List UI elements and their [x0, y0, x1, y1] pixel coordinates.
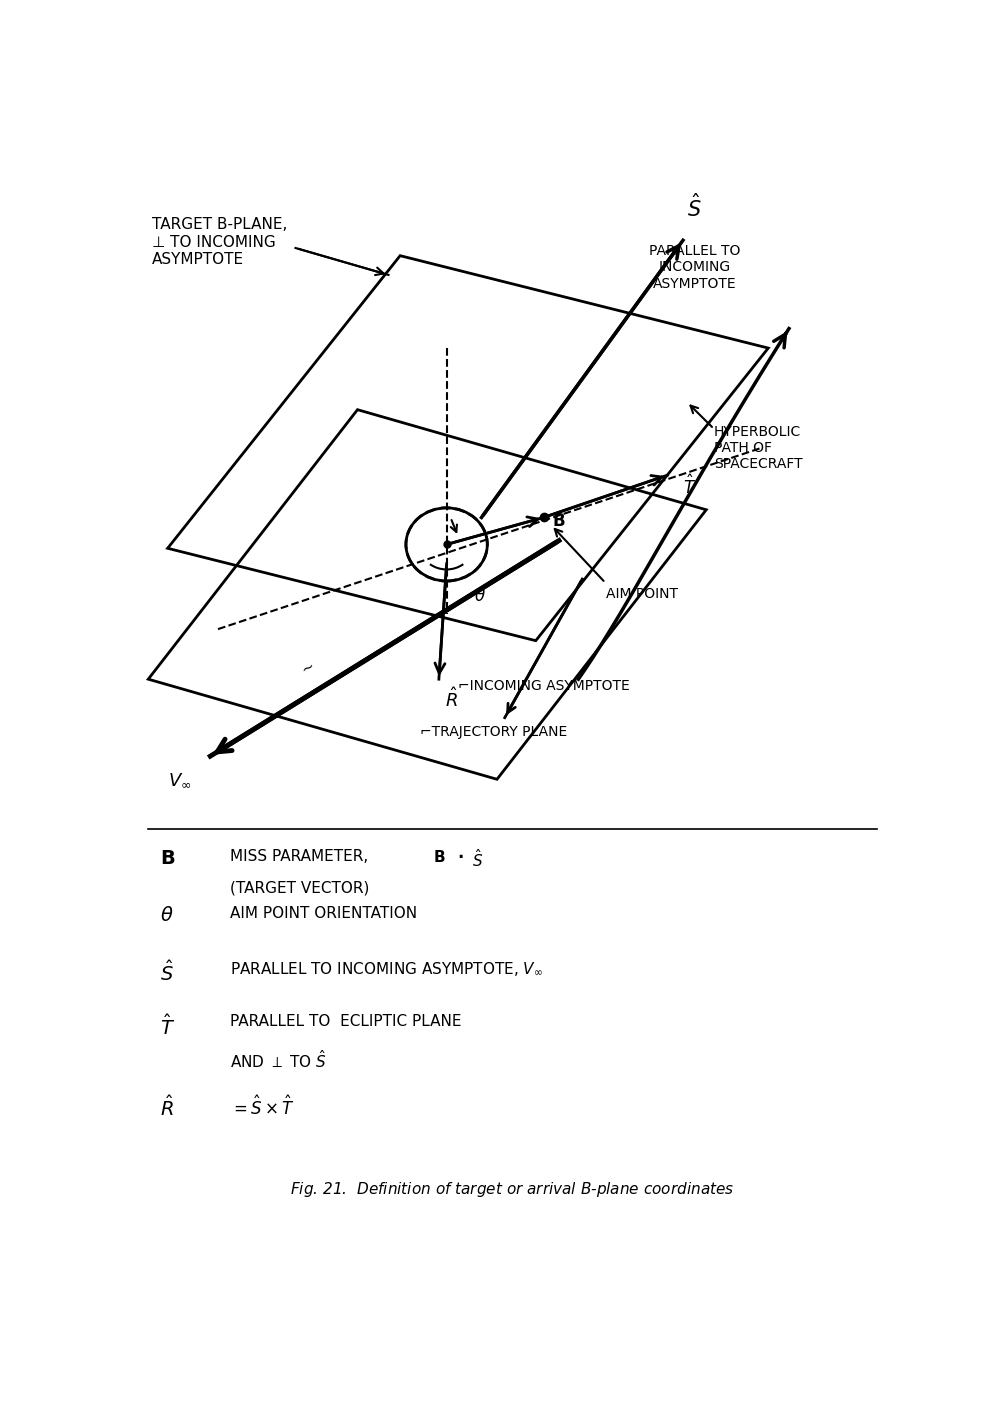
Text: $\mathbf{\cdot}$: $\mathbf{\cdot}$: [457, 846, 463, 864]
Text: AIM POINT: AIM POINT: [606, 587, 678, 600]
Text: $\hat{T}$: $\hat{T}$: [160, 1014, 175, 1039]
Text: B: B: [553, 513, 565, 531]
Text: $\hat{S}$: $\hat{S}$: [687, 193, 702, 222]
Text: $\hat{T}$: $\hat{T}$: [683, 474, 696, 498]
Text: HYPERBOLIC
PATH OF
SPACECRAFT: HYPERBOLIC PATH OF SPACECRAFT: [714, 425, 803, 472]
Text: AIM POINT ORIENTATION: AIM POINT ORIENTATION: [230, 907, 417, 922]
Text: $\hat{R}$: $\hat{R}$: [445, 686, 458, 710]
Text: $\theta$: $\theta$: [160, 907, 173, 925]
Text: $= \hat{S} \times \hat{T}$: $= \hat{S} \times \hat{T}$: [230, 1094, 294, 1118]
Text: $\hat{S}$: $\hat{S}$: [472, 849, 483, 870]
Text: Fig. 21.  Definition of target or arrival $B$-plane coordinates: Fig. 21. Definition of target or arrival…: [290, 1180, 735, 1199]
Text: ⌐INCOMING ASYMPTOTE: ⌐INCOMING ASYMPTOTE: [458, 679, 630, 693]
Text: $\mathbf{B}$: $\mathbf{B}$: [433, 849, 446, 864]
Text: PARALLEL TO INCOMING ASYMPTOTE, $V_{\infty}$: PARALLEL TO INCOMING ASYMPTOTE, $V_{\inf…: [230, 960, 543, 977]
Text: (TARGET VECTOR): (TARGET VECTOR): [230, 881, 369, 897]
Text: PARALLEL TO  ECLIPTIC PLANE: PARALLEL TO ECLIPTIC PLANE: [230, 1014, 461, 1029]
Text: ⌐TRAJECTORY PLANE: ⌐TRAJECTORY PLANE: [420, 726, 567, 740]
Text: $V_{\infty}$: $V_{\infty}$: [168, 771, 191, 789]
Text: $\sim$: $\sim$: [296, 657, 318, 678]
Text: B: B: [160, 849, 175, 867]
Text: $\theta$: $\theta$: [474, 587, 486, 604]
Text: AND $\perp$ TO $\hat{S}$: AND $\perp$ TO $\hat{S}$: [230, 1049, 327, 1070]
Text: $\hat{S}$: $\hat{S}$: [160, 960, 174, 986]
Text: $\hat{R}$: $\hat{R}$: [160, 1094, 174, 1120]
Text: TARGET B-PLANE,
⊥ TO INCOMING
ASYMPTOTE: TARGET B-PLANE, ⊥ TO INCOMING ASYMPTOTE: [152, 217, 288, 267]
Text: PARALLEL TO
INCOMING
ASYMPTOTE: PARALLEL TO INCOMING ASYMPTOTE: [649, 244, 740, 291]
Text: MISS PARAMETER,: MISS PARAMETER,: [230, 849, 373, 864]
